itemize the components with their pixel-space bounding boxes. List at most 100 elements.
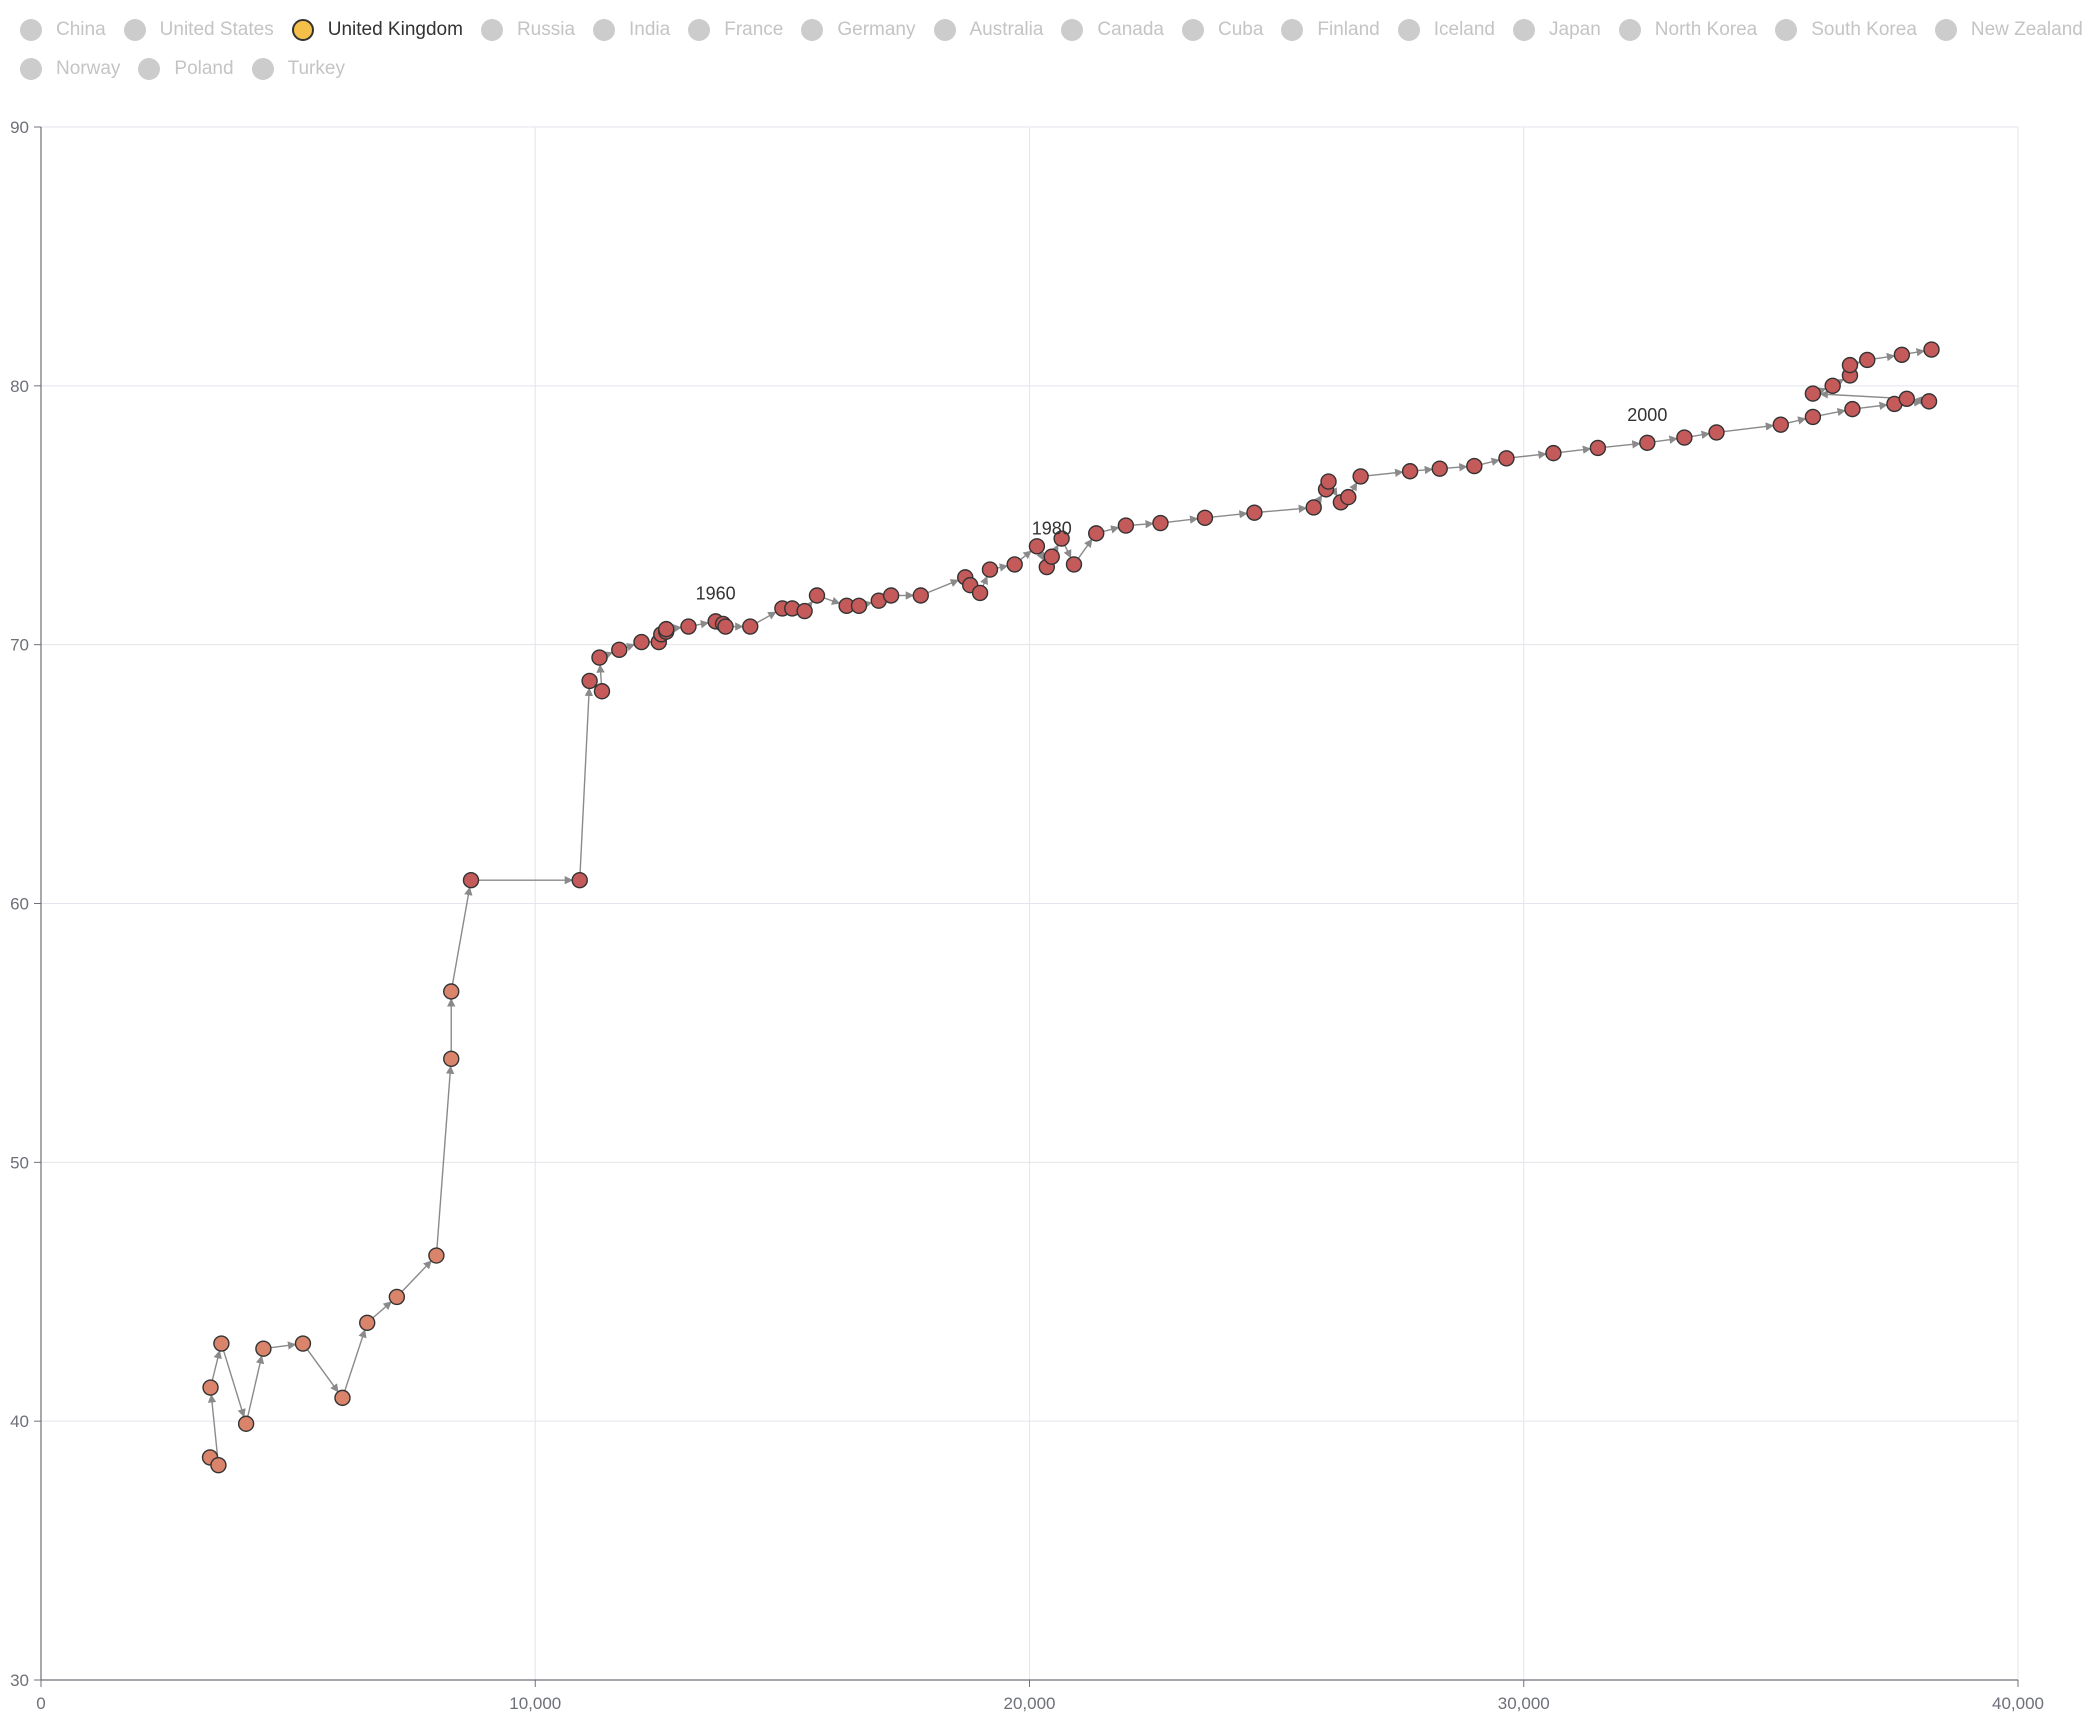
data-point (633, 633, 650, 651)
data-point (742, 618, 759, 635)
legend-label: Japan (1549, 18, 1601, 40)
legend-item-finland[interactable]: Finland (1281, 18, 1380, 41)
trajectory-link (1133, 519, 1154, 529)
trajectory-link (579, 687, 594, 873)
data-point (717, 618, 734, 635)
data-point (359, 1314, 376, 1332)
legend-item-germany[interactable]: Germany (801, 18, 916, 41)
trajectory-link (1481, 457, 1500, 466)
y-tick-label: 70 (10, 636, 29, 655)
legend-item-australia[interactable]: Australia (933, 18, 1044, 41)
legend-item-united-states[interactable]: United States (123, 18, 274, 41)
data-point (1340, 488, 1357, 506)
trajectory-link (997, 563, 1009, 572)
legend-item-south-korea[interactable]: South Korea (1775, 18, 1917, 41)
trajectory-link (344, 1329, 367, 1391)
trajectory-link (222, 1350, 246, 1418)
legend-marker-icon (480, 18, 503, 41)
legend-item-cuba[interactable]: Cuba (1181, 18, 1263, 41)
trajectory-link (1063, 545, 1072, 559)
data-point (1545, 444, 1562, 462)
trajectory-link (211, 1349, 222, 1381)
data-point (882, 587, 900, 604)
year-label: 1960 (696, 583, 736, 603)
legend-label: New Zealand (1970, 18, 2083, 40)
trajectory-link (1103, 525, 1120, 534)
data-point (1246, 504, 1263, 521)
legend-marker-icon (1281, 18, 1304, 41)
x-tick-label: 30,000 (1498, 1694, 1550, 1713)
trajectory-link (1605, 440, 1641, 449)
legend-item-japan[interactable]: Japan (1513, 18, 1601, 41)
legend-item-russia[interactable]: Russia (480, 18, 576, 41)
y-tick-label: 60 (10, 895, 29, 914)
legend-row: Norway Poland Turkey (20, 49, 2080, 88)
data-point (1431, 460, 1448, 477)
legend-item-turkey[interactable]: Turkey (251, 57, 345, 80)
legend-marker-icon (20, 18, 42, 41)
data-point (1639, 434, 1656, 451)
data-point (1401, 463, 1419, 480)
trajectory-link (1874, 352, 1896, 362)
trajectory-link (1349, 482, 1358, 492)
legend-marker-icon (291, 18, 314, 41)
data-point (1844, 400, 1861, 418)
data-point (255, 1340, 272, 1357)
legend-item-new-zealand[interactable]: New Zealand (1934, 18, 2083, 41)
data-point (1708, 424, 1725, 441)
trajectory-link (1077, 538, 1093, 559)
trajectory-link (1913, 396, 1923, 405)
data-point (1804, 385, 1822, 402)
data-point (1043, 548, 1060, 565)
trajectory-link (306, 1349, 339, 1393)
trajectory-link (1314, 494, 1323, 505)
legend-item-canada[interactable]: Canada (1061, 18, 1164, 41)
data-point (611, 641, 628, 659)
year-label: 1980 (1032, 519, 1072, 539)
trajectory-link (823, 596, 841, 605)
trajectory-link (927, 579, 960, 594)
year-labels: 1960 1980 2000 (696, 405, 1668, 604)
legend-marker-icon (123, 18, 146, 41)
year-label: 2000 (1627, 405, 1667, 425)
data-point (294, 1335, 312, 1352)
trajectory-link (596, 664, 605, 684)
legend-label: Australia (969, 18, 1044, 40)
legend-item-france[interactable]: France (688, 18, 783, 41)
legend-item-poland[interactable]: Poland (138, 57, 234, 80)
legend-item-united-kingdom[interactable]: United Kingdom (291, 18, 463, 41)
trajectory-link (401, 1260, 432, 1292)
legend-marker-icon (1618, 18, 1641, 41)
legend-label: Iceland (1433, 18, 1496, 40)
legend-marker-icon (688, 18, 711, 41)
trajectory-link (673, 624, 682, 633)
legend-item-india[interactable]: India (593, 18, 670, 41)
data-point (1824, 377, 1841, 395)
trajectory-link (756, 611, 777, 624)
legend-item-north-korea[interactable]: North Korea (1618, 18, 1757, 41)
trajectory-link (804, 600, 813, 610)
y-tick-label: 30 (10, 1671, 29, 1690)
legend-marker-icon (1513, 18, 1536, 41)
data-point (237, 1415, 255, 1432)
legend-marker-icon (1181, 18, 1204, 41)
legend-item-norway[interactable]: Norway (20, 57, 120, 80)
trajectory-link (1820, 407, 1846, 417)
trajectory-link (1036, 551, 1045, 562)
trajectory-link (1560, 445, 1592, 454)
legend-marker-icon (1775, 18, 1798, 41)
trajectory-link (1819, 390, 1900, 400)
legend-item-china[interactable]: China (20, 18, 106, 41)
trajectory-link (1859, 401, 1888, 410)
legend-row: China United States United Kingdom Russia In… (20, 10, 2083, 49)
legend-label: Russia (516, 18, 576, 40)
y-tick-label: 90 (10, 118, 29, 137)
data-point (1006, 556, 1023, 573)
data-point (1589, 439, 1607, 457)
data-point (1320, 473, 1337, 490)
trajectory-link (1909, 348, 1925, 357)
legend-item-iceland[interactable]: Iceland (1397, 18, 1496, 41)
data-point (680, 618, 697, 635)
legend-marker-icon (251, 57, 274, 80)
